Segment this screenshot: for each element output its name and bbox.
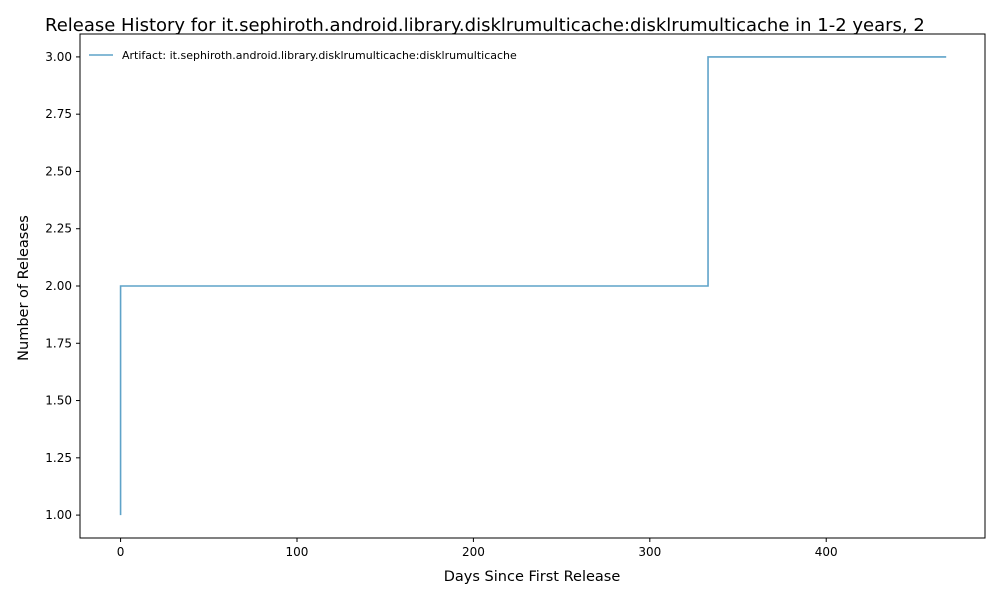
y-tick-label: 2.75 — [45, 107, 72, 121]
x-tick-label: 300 — [638, 545, 661, 559]
series-layer — [119, 56, 947, 516]
x-tick-label: 200 — [462, 545, 485, 559]
x-axis-ticks: 0 100 200 300 400 — [117, 538, 838, 559]
legend: Artifact: it.sephiroth.android.library.d… — [89, 49, 517, 62]
y-tick-label: 1.00 — [45, 508, 72, 522]
y-tick-label: 2.00 — [45, 279, 72, 293]
x-axis-label: Days Since First Release — [444, 569, 621, 585]
y-tick-label: 3.00 — [45, 50, 72, 64]
y-tick-label: 1.25 — [45, 451, 72, 465]
y-axis-ticks: 1.00 1.25 1.50 1.75 2.00 2.25 2.50 2.75 3.00 — [45, 50, 80, 522]
chart-title: Release History for it.sephiroth.android… — [45, 15, 925, 36]
y-tick-label: 2.25 — [45, 222, 72, 236]
series-line-0 — [119, 56, 947, 516]
y-tick-label: 2.50 — [45, 164, 72, 178]
y-axis-label: Number of Releases — [16, 215, 32, 361]
y-tick-label: 1.50 — [45, 394, 72, 408]
x-tick-label: 0 — [117, 545, 125, 559]
legend-label: Artifact: it.sephiroth.android.library.d… — [122, 49, 517, 62]
x-tick-label: 400 — [815, 545, 838, 559]
x-tick-label: 100 — [286, 545, 309, 559]
y-tick-label: 1.75 — [45, 336, 72, 350]
